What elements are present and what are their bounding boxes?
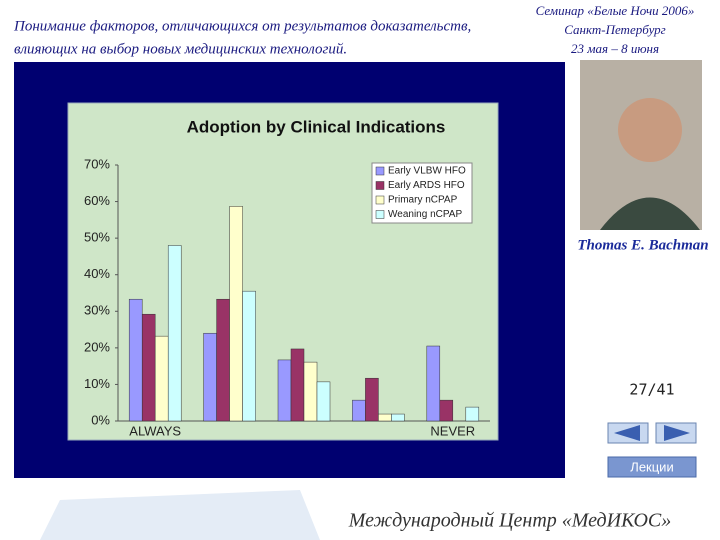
bar — [426, 345, 441, 422]
legend-swatch — [375, 181, 385, 190]
speaker-photo-body — [600, 197, 700, 230]
bar — [154, 335, 169, 422]
bar — [465, 406, 480, 422]
bar — [229, 206, 243, 422]
bar — [365, 377, 379, 422]
x-tick-label: NEVER — [430, 423, 475, 438]
bar — [290, 348, 305, 422]
bar — [277, 359, 292, 422]
x-tick-label: ALWAYS — [129, 423, 181, 438]
bridge-drawing — [40, 490, 320, 540]
footer: Международный Центр «МедИКОС» — [348, 510, 671, 532]
y-tick-label: 10% — [84, 376, 110, 391]
y-tick-label: 0% — [91, 412, 110, 427]
legend-label: Weaning nCPAP — [388, 209, 462, 220]
bar — [216, 298, 230, 422]
bar — [128, 298, 143, 422]
bar — [439, 399, 454, 422]
lectures-label[interactable]: Лекции — [630, 459, 673, 474]
legend-label: Early ARDS HFO — [388, 180, 465, 191]
legend-swatch — [375, 195, 385, 205]
bar — [242, 290, 256, 422]
y-tick-label: 20% — [84, 339, 110, 354]
next-arrow[interactable] — [664, 425, 690, 441]
bar — [167, 245, 182, 422]
seminar: 23 мая – 8 июня — [571, 41, 659, 56]
bar — [378, 413, 392, 422]
bar — [203, 332, 217, 422]
header-title: Понимание факторов, отличающихся от резу… — [13, 18, 471, 34]
legend-box — [371, 162, 473, 224]
legend-label: Primary nCPAP — [388, 195, 458, 206]
legend-label: Early VLBW HFO — [388, 166, 466, 177]
prev-button[interactable] — [607, 422, 649, 444]
bar — [352, 399, 366, 422]
page-counter: 27/41 — [629, 381, 674, 399]
legend-swatch — [375, 210, 385, 219]
bar — [141, 313, 156, 422]
prev-arrow[interactable] — [614, 425, 640, 441]
lectures-button[interactable]: Лекции — [607, 456, 697, 478]
chart: Adoption by Clinical Indications 0% 10% 20… — [67, 102, 499, 441]
y-tick-label: 70% — [84, 156, 110, 171]
speaker-photo-face — [618, 98, 682, 162]
header-title: влияющих на выбор новых медицинских техн… — [14, 41, 347, 57]
y-tick-label: 50% — [84, 230, 110, 245]
y-tick-label: 40% — [84, 266, 110, 281]
seminar: Семинар «Белые Ночи 2006» — [536, 3, 695, 18]
speaker-name: Thomas E. Bachman — [577, 237, 708, 253]
bar — [391, 413, 405, 422]
bar — [316, 381, 331, 422]
chart-title: Adoption by Clinical Indications — [187, 117, 446, 136]
y-tick-label: 60% — [84, 193, 110, 208]
seminar: Санкт-Петербург — [564, 22, 666, 37]
next-button[interactable] — [655, 422, 697, 444]
y-tick-label: 30% — [84, 303, 110, 318]
bar — [303, 361, 318, 422]
legend-swatch — [375, 166, 385, 176]
lectures-button-bg[interactable] — [607, 456, 697, 478]
